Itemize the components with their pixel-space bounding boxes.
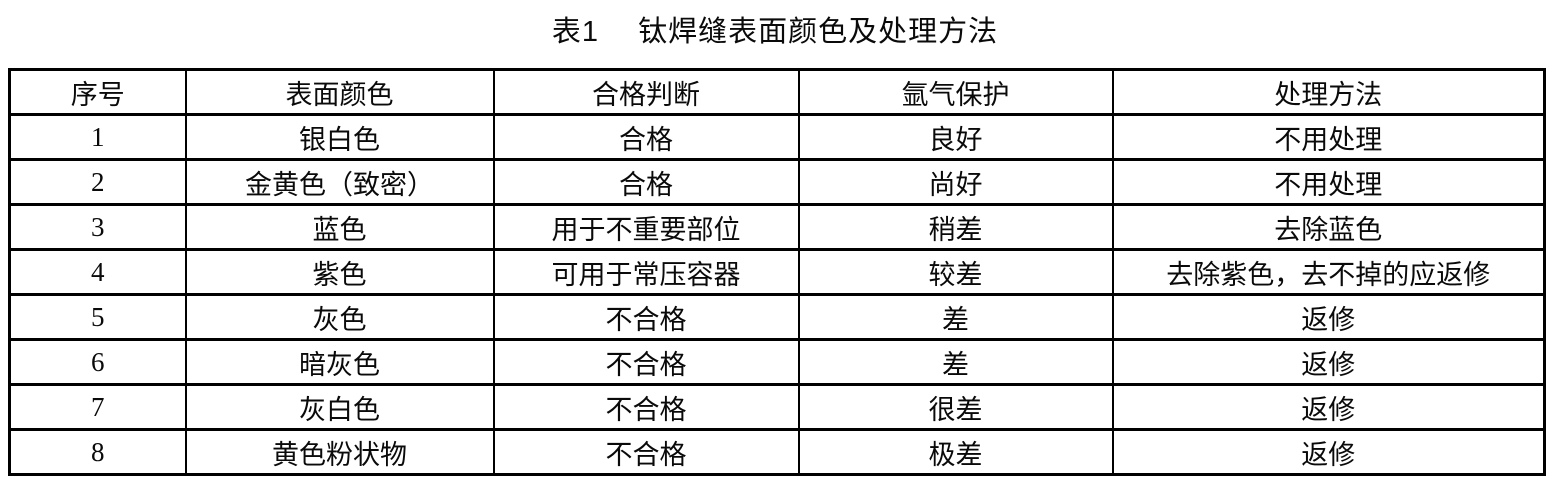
table-cell: 不合格 [492, 428, 800, 476]
table-row: 7 灰白色 不合格 很差 返修 [8, 383, 1546, 431]
table-cell: 灰色 [184, 293, 495, 341]
table-cell: 1 [8, 113, 187, 161]
table-header-row: 序号 表面颜色 合格判断 氩气保护 处理方法 [8, 68, 1546, 116]
table-cell: 返修 [1111, 383, 1546, 431]
table-body: 1 银白色 合格 良好 不用处理 2 金黄色（致密） 合格 尚好 不用处理 3 蓝色 用于不重要部位 稍差… [8, 113, 1546, 476]
table-cell: 返修 [1111, 338, 1546, 386]
table-cell: 去除蓝色 [1111, 203, 1546, 251]
table-cell: 差 [797, 293, 1114, 341]
table-cell: 蓝色 [184, 203, 495, 251]
table-cell: 7 [8, 383, 187, 431]
table-title: 表1 钛焊缝表面颜色及处理方法 [551, 16, 999, 48]
table-cell: 不用处理 [1111, 113, 1546, 161]
table-row: 2 金黄色（致密） 合格 尚好 不用处理 [8, 158, 1546, 206]
table-cell: 不合格 [492, 293, 800, 341]
table-row: 3 蓝色 用于不重要部位 稍差 去除蓝色 [8, 203, 1546, 251]
table-cell: 2 [8, 158, 187, 206]
table-cell: 6 [8, 338, 187, 386]
table-cell: 暗灰色 [184, 338, 495, 386]
table-cell: 返修 [1111, 428, 1546, 476]
table-cell: 3 [8, 203, 187, 251]
table-cell: 不合格 [492, 338, 800, 386]
column-header: 表面颜色 [184, 68, 495, 116]
table-cell: 尚好 [797, 158, 1114, 206]
table-cell: 不合格 [492, 383, 800, 431]
table-cell: 良好 [797, 113, 1114, 161]
table-cell: 合格 [492, 158, 800, 206]
table-cell: 较差 [797, 248, 1114, 296]
table-cell: 稍差 [797, 203, 1114, 251]
column-header: 序号 [8, 68, 187, 116]
table-cell: 可用于常压容器 [492, 248, 800, 296]
table-cell: 银白色 [184, 113, 495, 161]
table-cell: 金黄色（致密） [184, 158, 495, 206]
table-row: 4 紫色 可用于常压容器 较差 去除紫色，去不掉的应返修 [8, 248, 1546, 296]
table-cell: 灰白色 [184, 383, 495, 431]
table-row: 1 银白色 合格 良好 不用处理 [8, 113, 1546, 161]
table-cell: 紫色 [184, 248, 495, 296]
column-header: 氩气保护 [797, 68, 1114, 116]
table-cell: 去除紫色，去不掉的应返修 [1111, 248, 1546, 296]
table-cell: 5 [8, 293, 187, 341]
table-cell: 返修 [1111, 293, 1546, 341]
table-cell: 极差 [797, 428, 1114, 476]
table-cell: 差 [797, 338, 1114, 386]
weld-color-table: 序号 表面颜色 合格判断 氩气保护 处理方法 1 银白色 合格 良好 不用处理 2 金黄色（致密）合… [8, 68, 1546, 476]
table-cell: 4 [8, 248, 187, 296]
table-cell: 黄色粉状物 [184, 428, 495, 476]
table-cell: 8 [8, 428, 187, 476]
table-cell: 用于不重要部位 [492, 203, 800, 251]
table-cell: 合格 [492, 113, 800, 161]
table-cell: 很差 [797, 383, 1114, 431]
table-row: 6 暗灰色 不合格差返修 [8, 338, 1546, 386]
table-row: 5 灰色 不合格差返修 [8, 293, 1546, 341]
table-cell: 不用处理 [1111, 158, 1546, 206]
column-header: 合格判断 [492, 68, 800, 116]
column-header: 处理方法 [1111, 68, 1546, 116]
table-row: 8 黄色粉状物 不合格 极差 返修 [8, 428, 1546, 476]
